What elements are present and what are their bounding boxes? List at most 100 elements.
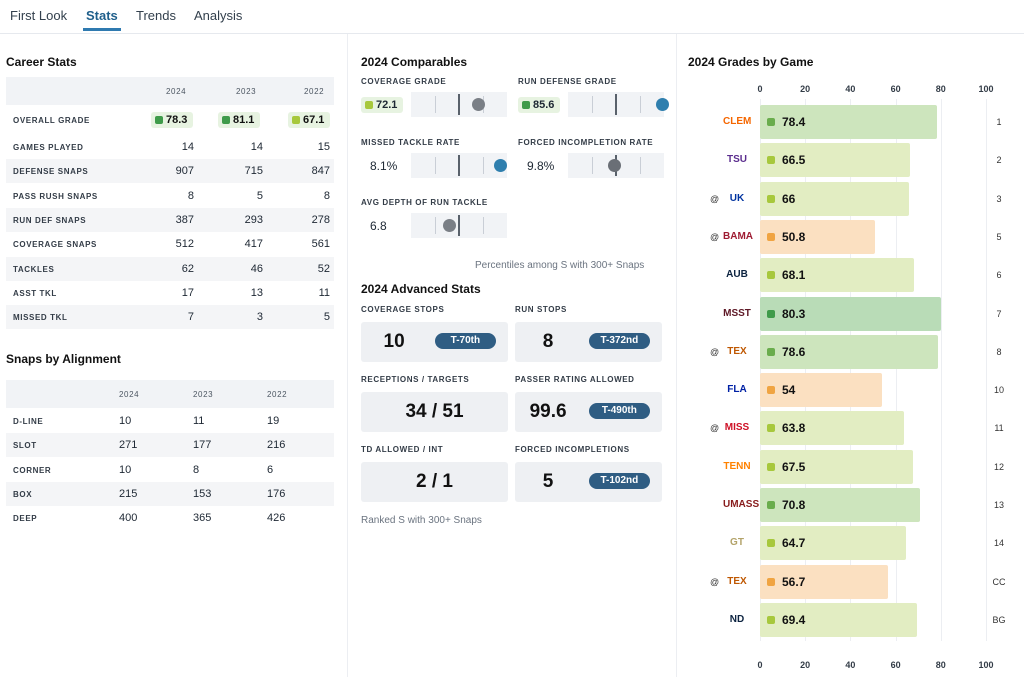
ranked-note: Ranked S with 300+ Snaps	[361, 515, 482, 526]
row-value: 8	[187, 189, 194, 202]
row-value: 293	[244, 213, 263, 226]
game-week-label: 1	[996, 117, 1002, 127]
row-value: 5	[323, 311, 330, 324]
career-row: DEFENSE SNAPS 907 715 847	[6, 159, 334, 184]
percentile-tick	[435, 96, 436, 113]
grade-badge: 78.3	[151, 112, 193, 128]
grade-bar: 64.7	[760, 526, 907, 561]
row-value: 715	[244, 165, 263, 178]
row-label: TACKLES	[13, 264, 55, 274]
tab-trends[interactable]: Trends	[136, 8, 176, 23]
row-value: 8	[193, 463, 200, 476]
percentile-bar	[411, 92, 507, 117]
game-week-label: CC	[992, 576, 1006, 587]
advanced-value: 34 / 51	[405, 401, 464, 422]
advanced-value: 5	[542, 471, 554, 492]
grades-chart-title: 2024 Grades by Game	[688, 55, 814, 69]
grade-color-swatch	[767, 577, 775, 586]
grade-bar: 63.8	[760, 411, 905, 446]
grade-badge: 85.6	[518, 97, 560, 113]
x-gridline	[986, 99, 987, 642]
grade-bar-value: 66	[782, 191, 796, 206]
grade-bar-value: 68.1	[782, 268, 806, 283]
row-value: 11	[318, 286, 330, 299]
row-value: 278	[311, 213, 330, 226]
x-gridline	[760, 99, 761, 642]
x-tick-label-top: 0	[757, 84, 763, 94]
alignment-row: CORNER 10 8 6	[6, 458, 334, 482]
grade-color-swatch	[767, 347, 775, 356]
career-row: ASST TKL 17 13 11	[6, 281, 334, 305]
um-logo-icon: UMASS	[723, 499, 760, 510]
grade-value: 85.6	[533, 99, 555, 111]
row-value: 417	[244, 238, 263, 251]
row-value: 6	[267, 463, 274, 476]
grade-bar-value: 78.6	[782, 344, 806, 359]
grade-color-swatch	[522, 101, 530, 109]
grade-bar-value: 70.8	[782, 498, 806, 512]
row-label: SLOT	[13, 441, 37, 451]
metric-value: 6.8	[370, 219, 387, 233]
row-value: 14	[181, 141, 194, 153]
col-header: 2022	[267, 390, 288, 399]
x-gridline	[805, 99, 807, 642]
grade-color-swatch	[767, 232, 775, 241]
x-tick-label-top: 100	[978, 84, 994, 94]
grade-bar: 69.4	[760, 602, 917, 637]
advanced-title: 2024 Advanced Stats	[361, 282, 481, 296]
grade-bar-value: 64.7	[782, 536, 806, 551]
advanced-value: 8	[542, 331, 554, 352]
grade-color-swatch	[767, 501, 775, 509]
row-value: 512	[175, 238, 194, 251]
game-week-label: 5	[996, 231, 1002, 242]
row-label: MISSED TKL	[13, 313, 68, 323]
grade-color-swatch	[365, 101, 373, 109]
percentile-tick	[483, 217, 484, 234]
tab-analysis[interactable]: Analysis	[194, 8, 243, 23]
ole-miss-logo-icon: MISS	[724, 422, 750, 434]
percentile-bar	[568, 92, 669, 117]
col-header: 2023	[236, 87, 257, 96]
percentile-median	[458, 155, 460, 176]
longhorn-logo-icon: TEX	[727, 345, 747, 357]
percentile-median	[615, 94, 617, 115]
col-header: 2024	[119, 390, 140, 399]
row-label: RUN DEF SNAPS	[13, 215, 87, 225]
tab-bar: First Look Stats Trends Analysis	[0, 0, 1024, 34]
metric-label: MISSED TACKLE RATE	[361, 138, 460, 147]
x-gridline	[895, 99, 897, 642]
tab-first-look[interactable]: First Look	[10, 8, 68, 23]
x-tick-label-top: 60	[890, 84, 901, 94]
grade-color-swatch	[292, 116, 300, 124]
row-label: DEEP	[13, 514, 38, 524]
row-value: 387	[175, 213, 194, 226]
advanced-stat-card: 10 T-70th	[361, 322, 508, 362]
game-week-label: 8	[996, 346, 1002, 357]
x-tick-label-bottom: 80	[935, 660, 946, 670]
rank-pill: T-490th	[588, 403, 651, 419]
row-value: 17	[181, 286, 194, 299]
row-label: ASST TKL	[13, 288, 57, 298]
tab-stats[interactable]: Stats	[86, 8, 118, 23]
percentile-median	[458, 215, 460, 236]
row-label: CORNER	[13, 465, 52, 475]
grade-bar: 66	[760, 181, 910, 216]
advanced-value: 10	[383, 331, 405, 352]
grade-bar: 78.4	[760, 105, 938, 139]
row-value: 62	[181, 262, 194, 275]
grade-value: 81.1	[233, 114, 255, 126]
career-row: TACKLES 62 46 52	[6, 256, 334, 281]
col-header: 2022	[304, 87, 325, 96]
row-value: 153	[193, 487, 212, 500]
row-label: COVERAGE SNAPS	[13, 240, 97, 250]
rank-pill: T-372nd	[588, 333, 651, 349]
percentile-dot	[607, 159, 621, 172]
career-row: COVERAGE SNAPS 512 417 561	[6, 232, 334, 256]
away-marker: @	[710, 346, 720, 357]
grade-color-swatch	[155, 116, 163, 124]
grade-color-swatch	[222, 116, 230, 124]
grade-bar-value: 54	[782, 383, 796, 398]
gator-logo-icon: FLA	[727, 384, 747, 396]
rank-pill: T-70th	[434, 333, 497, 349]
grade-bar: 70.8	[760, 488, 920, 522]
